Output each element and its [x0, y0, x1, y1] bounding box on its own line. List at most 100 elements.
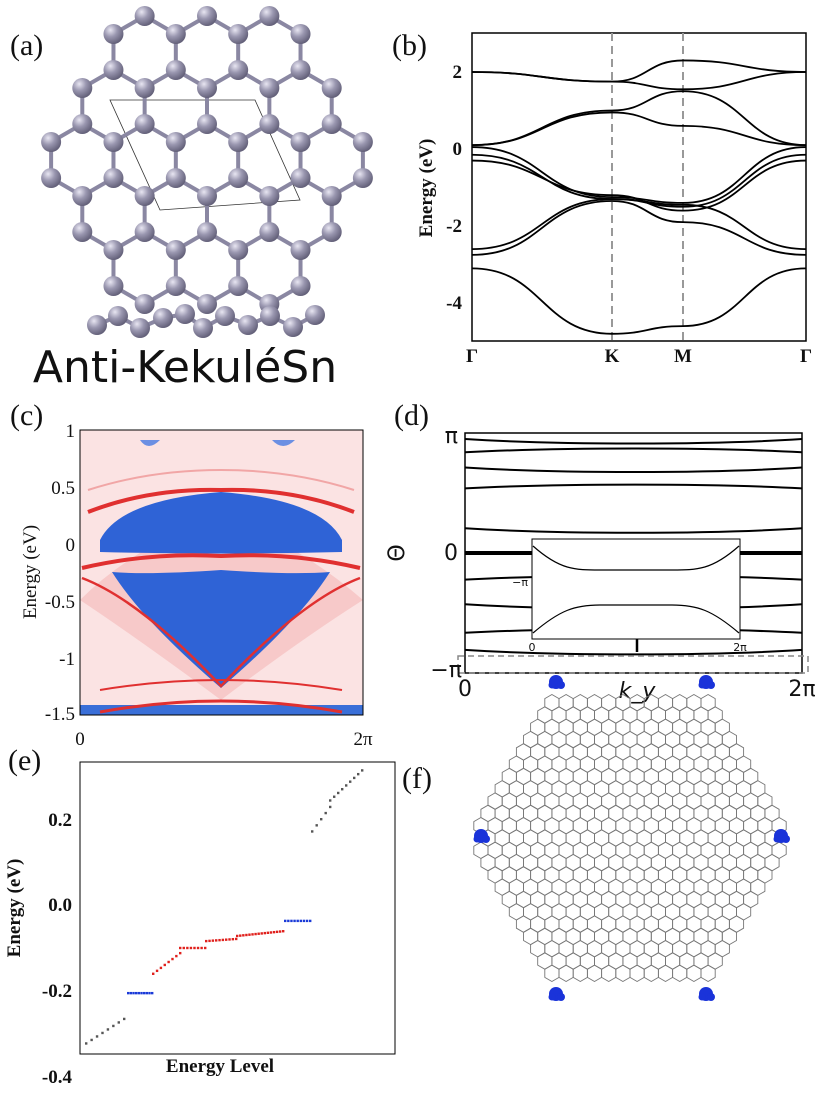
panel-label-e: (e) — [8, 744, 41, 777]
sn-atom — [165, 132, 186, 152]
panel-d-ytick: π — [445, 424, 458, 449]
corner-state — [473, 835, 481, 843]
sn-atom — [352, 132, 373, 152]
panel-e-xlabel: Energy Level — [166, 1056, 274, 1077]
sn-atom — [197, 294, 217, 314]
panel-c-ytick: -0.5 — [45, 592, 75, 613]
energy-level-dot — [251, 933, 254, 936]
band-line — [472, 111, 806, 147]
sn-atom — [134, 78, 155, 98]
band-line — [472, 159, 806, 212]
panel-c-ylabel: Energy (eV) — [20, 525, 41, 619]
energy-level-dot — [135, 991, 138, 995]
panel-d-xlabel: k_y — [619, 679, 657, 704]
panel-e-ytick: 0.0 — [48, 895, 72, 916]
energy-level-dot — [143, 991, 146, 995]
panel-d-inset-curve — [532, 545, 740, 571]
energy-level-dot — [329, 799, 332, 802]
energy-level-dot — [239, 934, 242, 937]
sn-atom — [260, 306, 280, 326]
sn-atom — [134, 6, 155, 26]
panel-b-ylabel: Energy (eV) — [416, 139, 437, 238]
energy-level-dot — [272, 930, 276, 934]
sn-atom — [259, 186, 280, 206]
energy-level-dot — [242, 934, 245, 937]
energy-level-dot — [151, 991, 154, 995]
energy-level-dot — [349, 780, 352, 783]
panel-c-blue-upper — [100, 492, 342, 554]
panel-b-yticks: 2 0 -2 -4 — [446, 62, 462, 314]
energy-level-dot — [179, 946, 182, 950]
panel-b-xtick: Γ — [466, 346, 478, 367]
sn-atom — [197, 78, 217, 98]
sn-atom — [290, 168, 311, 188]
wannier-center-line — [465, 447, 802, 454]
panel-d-xtick: 2π — [788, 677, 815, 702]
energy-level-dot — [290, 919, 293, 923]
energy-level-dot — [137, 991, 141, 995]
panel-c-blue-lower — [112, 570, 330, 688]
energy-level-dot — [299, 919, 303, 923]
sn-atom — [134, 186, 155, 206]
energy-level-dot — [90, 1038, 93, 1042]
corner-state — [557, 993, 565, 1001]
sn-atom — [103, 24, 124, 44]
corner-state — [707, 993, 715, 1001]
energy-level-dot — [163, 963, 166, 967]
energy-level-dot — [320, 818, 323, 821]
sn-atom — [228, 60, 249, 80]
panel-f-corner-states — [473, 675, 790, 1001]
energy-level-dot — [315, 824, 318, 827]
sn-atom — [165, 24, 186, 44]
sn-atom — [321, 222, 342, 242]
energy-level-dot — [248, 933, 251, 936]
panel-label-a: (a) — [10, 29, 43, 62]
corner-state — [482, 835, 490, 843]
energy-level-dot — [112, 1024, 115, 1028]
corner-state — [707, 681, 715, 689]
panel-d-ylabel: Θ — [385, 544, 410, 561]
sn-atom — [134, 294, 155, 314]
wannier-center-line — [465, 438, 802, 445]
sn-atom — [41, 168, 62, 188]
panel-c-ytick: 1 — [66, 421, 76, 442]
sn-atom — [72, 78, 93, 98]
hexagon-cell — [601, 964, 617, 983]
energy-level-dot — [193, 946, 196, 950]
panel-c-blue-pocket — [272, 440, 295, 446]
energy-level-dot — [284, 919, 287, 923]
sn-atom — [290, 24, 311, 44]
sn-atom — [228, 24, 249, 44]
sn-atom — [290, 240, 311, 260]
panel-b-ytick: 2 — [453, 62, 463, 83]
panel-b-frame — [471, 32, 807, 342]
energy-level-dot — [341, 788, 344, 791]
sn-atom — [197, 186, 217, 206]
panel-c-edge-state — [81, 576, 361, 688]
sn-atom — [228, 240, 249, 260]
energy-level-dot — [215, 939, 218, 942]
energy-level-dot — [225, 938, 228, 941]
energy-level-dot — [287, 919, 290, 923]
sn-atom — [305, 305, 325, 325]
panel-label-f: (f) — [402, 762, 432, 795]
energy-level-dot — [211, 939, 215, 942]
sn-atom — [165, 60, 186, 80]
energy-level-dot — [236, 934, 239, 938]
panel-b-ytick: -2 — [446, 216, 462, 237]
energy-level-dot — [129, 991, 133, 995]
sn-atom — [87, 315, 107, 335]
sn-atom — [72, 186, 93, 206]
panel-d-inset: −π 0 2π — [512, 538, 747, 654]
hexagon-cell — [643, 964, 659, 983]
sn-atom — [103, 132, 124, 152]
hexagon-cell — [657, 964, 674, 983]
hexagon-cell — [700, 964, 716, 983]
energy-level-dot — [278, 930, 282, 933]
panel-b-xticks: Γ K M Γ — [466, 346, 812, 367]
panel-e-ytick: 0.2 — [48, 810, 72, 831]
sn-atom — [72, 114, 93, 134]
energy-level-dot — [196, 946, 200, 950]
panel-c-blue-pocket — [140, 440, 160, 446]
energy-level-dot — [171, 957, 174, 961]
